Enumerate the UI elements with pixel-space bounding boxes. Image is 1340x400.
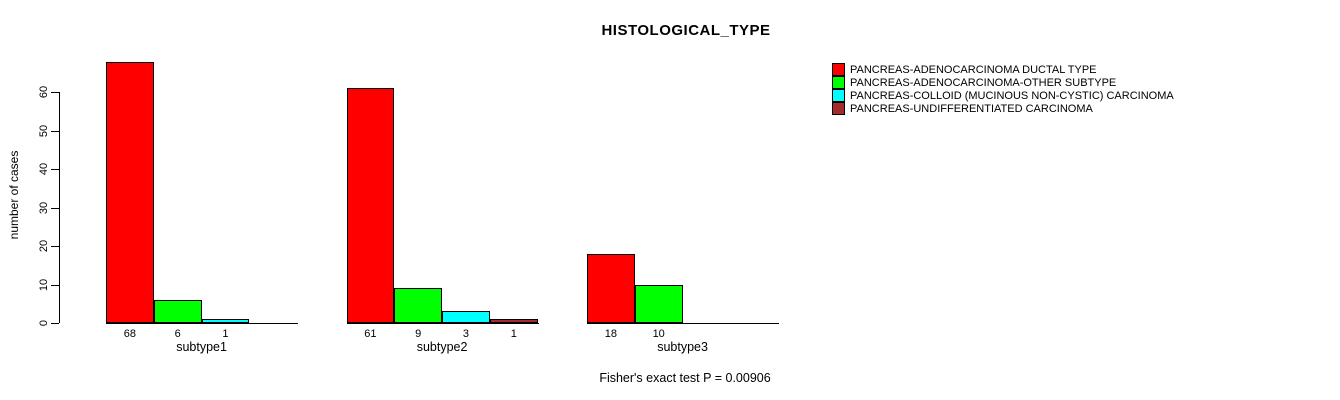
x-category-label: subtype1: [176, 340, 227, 354]
y-tick-label: 40: [38, 163, 50, 176]
bar: [489, 319, 538, 323]
bar: [394, 288, 443, 323]
bar-value-label: 9: [415, 328, 422, 340]
y-tick-label: 20: [38, 239, 50, 253]
y-axis-tick: [51, 207, 59, 209]
y-tick-label: 30: [38, 201, 50, 214]
y-tick-label: 0: [38, 319, 50, 327]
x-category-label: subtype3: [657, 340, 708, 354]
annotation-text: Fisher's exact test P = 0.00906: [599, 371, 771, 385]
bar-value-label: 3: [462, 328, 470, 340]
bar: [153, 299, 202, 323]
bar: [634, 284, 683, 323]
y-axis-tick: [51, 284, 59, 286]
legend-label: PANCREAS-ADENOCARCINOMA-OTHER SUBTYPE: [850, 76, 1117, 89]
legend-swatch: [832, 63, 845, 76]
y-axis-tick: [51, 130, 59, 132]
legend-item: PANCREAS-UNDIFFERENTIATED CARCINOMA: [832, 102, 1174, 115]
legend-swatch: [832, 102, 845, 115]
y-axis-tick: [51, 92, 59, 94]
legend-swatch: [832, 89, 845, 102]
legend-swatch: [832, 76, 845, 89]
bar-value-label: 1: [222, 328, 229, 340]
y-axis-tick: [51, 169, 59, 171]
bar-value-label: 68: [123, 328, 137, 340]
legend-item: PANCREAS-ADENOCARCINOMA DUCTAL TYPE: [832, 63, 1174, 76]
bar: [587, 253, 635, 323]
bar-value-label: 10: [652, 328, 665, 340]
bar: [106, 61, 154, 323]
y-axis-tick: [51, 323, 59, 324]
bar-value-label: 1: [510, 328, 517, 340]
legend-item: PANCREAS-COLLOID (MUCINOUS NON-CYSTIC) C…: [832, 89, 1174, 102]
chart-title: HISTOLOGICAL_TYPE: [601, 22, 771, 39]
bar-value-label: 18: [604, 328, 618, 340]
bar: [201, 319, 250, 323]
y-axis-tick: [51, 246, 59, 248]
x-axis-baseline: [587, 323, 780, 324]
y-tick-label: 60: [38, 86, 50, 99]
legend: PANCREAS-ADENOCARCINOMA DUCTAL TYPE PANCR…: [832, 63, 1174, 115]
legend-label: PANCREAS-COLLOID (MUCINOUS NON-CYSTIC) C…: [850, 89, 1174, 102]
y-tick-label: 10: [38, 278, 50, 291]
x-category-label: subtype2: [416, 340, 468, 354]
bar: [442, 311, 490, 323]
legend-label: PANCREAS-ADENOCARCINOMA DUCTAL TYPE: [850, 63, 1097, 76]
y-tick-label: 50: [38, 124, 50, 137]
x-axis-baseline: [346, 323, 539, 324]
y-axis-line: [59, 92, 60, 323]
bar-value-label: 6: [174, 328, 181, 340]
bar: [346, 88, 395, 323]
x-axis-baseline: [106, 323, 299, 324]
bar-value-label: 61: [364, 328, 377, 340]
legend-label: PANCREAS-UNDIFFERENTIATED CARCINOMA: [850, 102, 1093, 115]
legend-item: PANCREAS-ADENOCARCINOMA-OTHER SUBTYPE: [832, 76, 1174, 89]
